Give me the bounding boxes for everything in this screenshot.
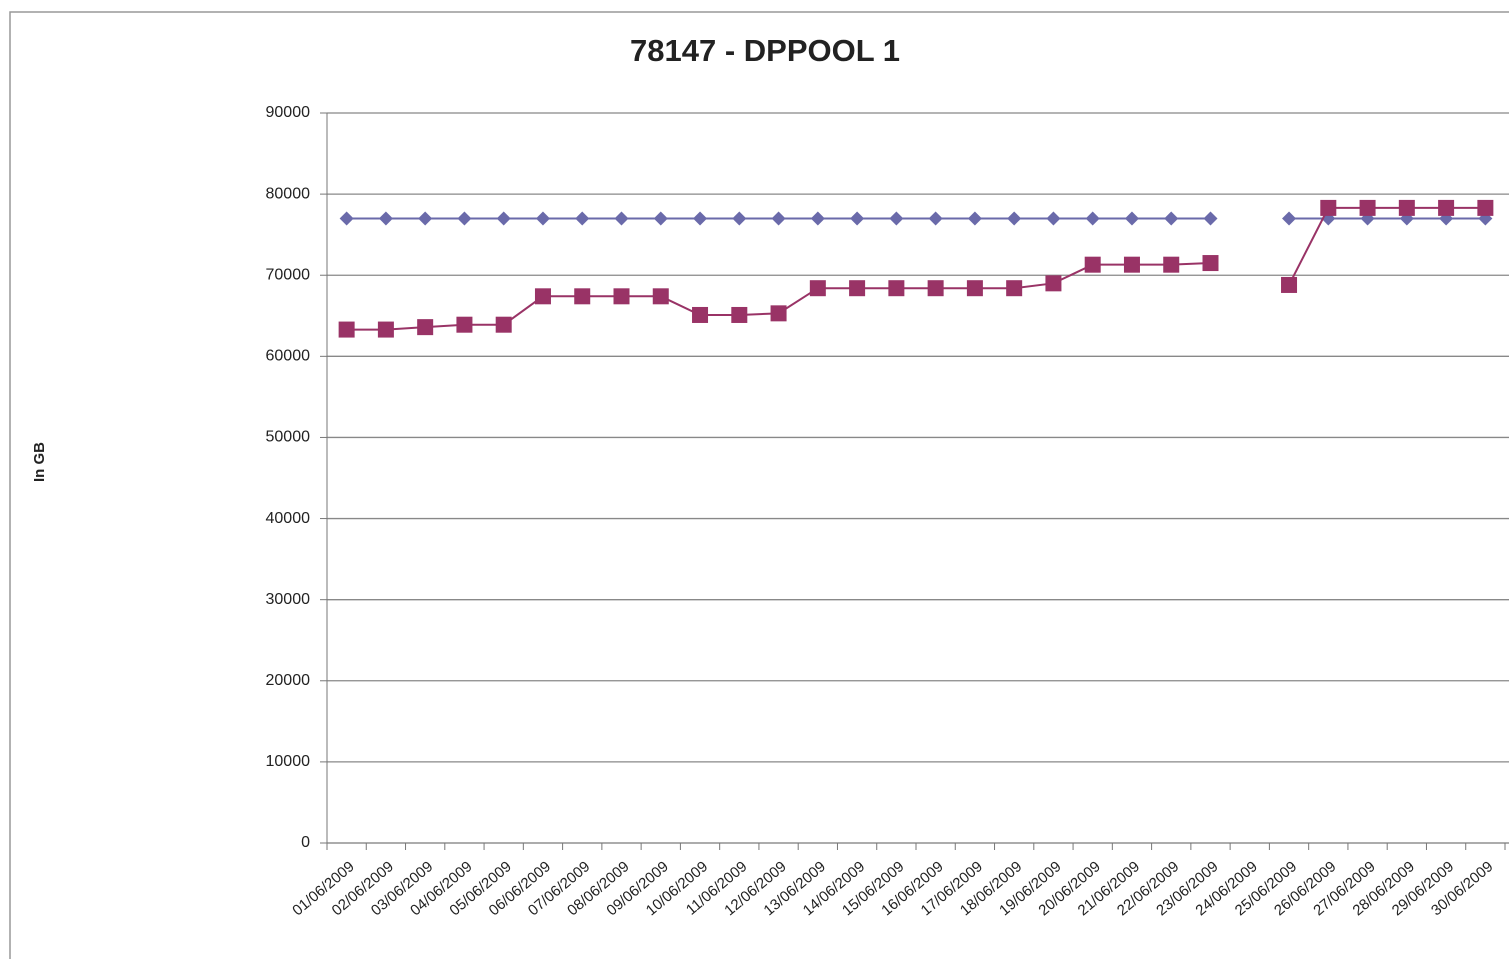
marker: [456, 316, 473, 333]
y-tick-label: 10000: [266, 753, 311, 770]
marker: [377, 321, 394, 338]
marker: [574, 288, 591, 305]
marker: [1202, 255, 1219, 272]
marker: [378, 211, 393, 226]
y-tick-label: 70000: [266, 266, 311, 283]
marker: [810, 211, 825, 226]
marker: [928, 211, 943, 226]
marker: [1006, 280, 1023, 297]
y-tick-label: 50000: [266, 429, 311, 446]
marker: [1320, 199, 1337, 216]
marker: [1203, 211, 1218, 226]
marker: [1281, 276, 1298, 293]
chart-title: 78147 - DPPOOL 1: [630, 33, 900, 68]
marker: [1123, 256, 1140, 273]
marker: [1124, 211, 1139, 226]
marker: [1359, 199, 1376, 216]
marker: [1046, 211, 1061, 226]
marker: [457, 211, 472, 226]
marker: [1085, 211, 1100, 226]
y-tick-label: 90000: [266, 104, 311, 121]
marker: [1007, 211, 1022, 226]
marker: [967, 211, 982, 226]
y-axis-label: In GB: [31, 442, 48, 482]
marker: [418, 211, 433, 226]
marker: [849, 280, 866, 297]
marker: [1398, 199, 1415, 216]
marker: [417, 319, 434, 336]
marker: [850, 211, 865, 226]
marker: [888, 280, 905, 297]
y-tick-label: 20000: [266, 672, 311, 689]
y-tick-label: 60000: [266, 348, 311, 365]
marker: [809, 280, 826, 297]
marker: [535, 211, 550, 226]
marker: [1438, 199, 1455, 216]
marker: [496, 211, 511, 226]
marker: [339, 211, 354, 226]
marker: [495, 316, 512, 333]
marker: [966, 280, 983, 297]
marker: [771, 211, 786, 226]
marker: [338, 321, 355, 338]
marker: [1045, 275, 1062, 292]
marker: [927, 280, 944, 297]
marker: [1084, 256, 1101, 273]
marker: [534, 288, 551, 305]
marker: [652, 288, 669, 305]
marker: [770, 305, 787, 322]
marker: [653, 211, 668, 226]
marker: [1282, 211, 1297, 226]
marker: [731, 306, 748, 323]
marker: [1477, 199, 1494, 216]
marker: [575, 211, 590, 226]
marker: [732, 211, 747, 226]
y-tick-label: 0: [301, 834, 310, 851]
marker: [889, 211, 904, 226]
y-tick-label: 30000: [266, 591, 311, 608]
marker: [1164, 211, 1179, 226]
marker: [692, 306, 709, 323]
marker: [1163, 256, 1180, 273]
marker: [613, 288, 630, 305]
marker: [693, 211, 708, 226]
chart-frame: [9, 11, 1509, 964]
y-tick-label: 80000: [266, 185, 311, 202]
y-tick-label: 40000: [266, 510, 311, 527]
marker: [614, 211, 629, 226]
